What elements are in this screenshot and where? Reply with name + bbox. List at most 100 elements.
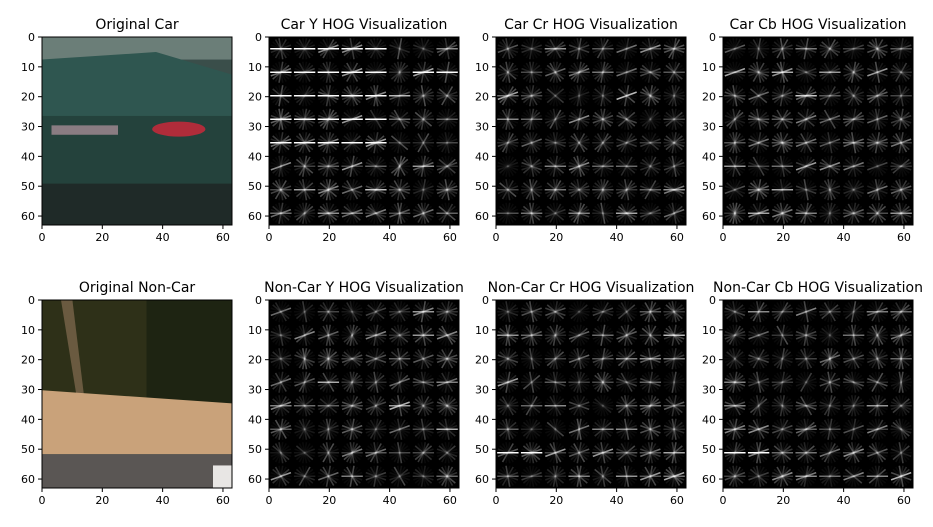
hog-gradient-line: [779, 301, 786, 323]
hog-gradient-line: [325, 61, 332, 83]
hog-gradient-line: [895, 62, 908, 82]
hog-gradient-line: [795, 185, 817, 195]
hog-gradient-line: [393, 372, 406, 392]
hog-gradient-line: [298, 443, 311, 463]
hog-gradient-line: [620, 180, 633, 200]
hog-gradient-line: [772, 448, 793, 458]
hog-gradient-line: [732, 108, 738, 130]
hog-gradient-line: [369, 156, 382, 176]
hog-gradient-line: [501, 133, 514, 153]
noncar-white-object: [213, 465, 232, 488]
hog-gradient-line: [346, 302, 359, 322]
hog-gradient-line: [270, 67, 292, 77]
hog-cell: [544, 418, 567, 440]
hog-gradient-line: [592, 424, 614, 434]
hog-gradient-line: [898, 155, 904, 177]
hog-gradient-line: [549, 302, 562, 322]
hog-gradient-line: [319, 111, 338, 127]
hog-gradient-line: [365, 401, 387, 411]
hog-gradient-line: [367, 64, 385, 80]
hog-gradient-line: [373, 371, 379, 393]
hog-gradient-line: [294, 377, 315, 387]
hog-gradient-line: [274, 325, 287, 345]
hog-cell: [795, 465, 817, 487]
hog-gradient-line: [748, 185, 769, 195]
hog-gradient-line: [298, 466, 311, 486]
hog-gradient-line: [573, 372, 586, 392]
hog-gradient-line: [596, 62, 609, 82]
hog-gradient-line: [868, 135, 887, 151]
hog-gradient-line: [821, 304, 839, 320]
hog-gradient-line: [819, 307, 841, 317]
hog-gradient-line: [724, 44, 746, 54]
hog-gradient-line: [895, 419, 908, 439]
hog-gradient-line: [823, 466, 836, 486]
hog-gradient-line: [671, 179, 677, 201]
hog-gradient-line: [592, 471, 614, 481]
hog-gradient-line: [640, 448, 661, 458]
hog-gradient-line: [444, 132, 450, 154]
hog-cell: [663, 61, 685, 83]
hog-gradient-line: [600, 61, 606, 83]
hog-gradient-line: [552, 395, 559, 417]
hog-gradient-line: [641, 111, 660, 127]
hog-cell: [890, 179, 912, 201]
hog-gradient-line: [413, 307, 434, 317]
hog-gradient-line: [892, 158, 910, 174]
hog-cell: [520, 442, 543, 464]
hog-gradient-line: [850, 324, 857, 346]
hog-gradient-line: [819, 67, 841, 77]
hog-cell: [842, 442, 865, 464]
hog-gradient-line: [823, 396, 836, 416]
hog-gradient-line: [850, 61, 857, 83]
hog-gradient-line: [278, 418, 284, 440]
hog-gradient-line: [594, 205, 612, 221]
hog-cell: [615, 155, 638, 177]
hog-cell: [663, 85, 685, 107]
hog-gradient-line: [298, 109, 311, 129]
y-tick-label: 30: [248, 121, 262, 134]
hog-cell: [544, 442, 567, 464]
hog-cell: [412, 108, 435, 130]
hog-gradient-line: [800, 443, 813, 463]
hog-gradient-line: [413, 208, 434, 218]
hog-gradient-line: [393, 109, 406, 129]
hog-gradient-line: [501, 349, 514, 369]
hog-cell: [890, 85, 912, 107]
hog-gradient-line: [298, 419, 311, 439]
hog-gradient-line: [522, 158, 541, 174]
hog-gradient-line: [724, 424, 746, 434]
hog-gradient-line: [568, 377, 590, 387]
hog-gradient-line: [647, 155, 654, 177]
hog-gradient-line: [396, 348, 403, 370]
hog-gradient-line: [318, 377, 339, 387]
hog-gradient-line: [644, 302, 657, 322]
hog-gradient-line: [871, 180, 884, 200]
hog-gradient-line: [389, 185, 410, 195]
hog-gradient-line: [663, 401, 685, 411]
hog-gradient-line: [724, 208, 746, 218]
hog-gradient-line: [367, 374, 385, 390]
hog-gradient-line: [552, 371, 559, 393]
hog-gradient-line: [821, 351, 839, 367]
hog-gradient-line: [393, 419, 406, 439]
hog-gradient-line: [294, 114, 315, 124]
hog-gradient-line: [800, 419, 813, 439]
hog-gradient-line: [732, 324, 738, 346]
hog-cell: [866, 85, 889, 107]
hog-gradient-line: [528, 324, 535, 346]
hog-gradient-line: [821, 374, 839, 390]
hog-gradient-line: [417, 349, 430, 369]
hog-gradient-line: [724, 307, 746, 317]
hog-gradient-line: [620, 372, 633, 392]
hog-gradient-line: [521, 377, 542, 387]
hog-gradient-line: [505, 301, 511, 323]
hog-gradient-line: [668, 39, 681, 59]
hog-gradient-line: [522, 182, 541, 198]
hog-gradient-line: [390, 445, 409, 461]
hog-gradient-line: [546, 64, 565, 80]
hog-image-background: [496, 37, 686, 225]
hog-gradient-line: [318, 330, 339, 340]
hog-gradient-line: [341, 91, 363, 101]
hog-gradient-line: [617, 327, 636, 343]
